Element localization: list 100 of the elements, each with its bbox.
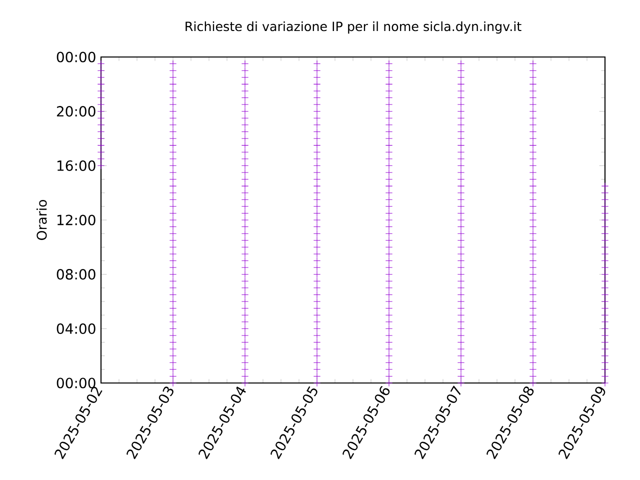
- point: [385, 332, 393, 340]
- point: [241, 80, 249, 88]
- point: [169, 121, 177, 129]
- point: [601, 230, 609, 238]
- point: [385, 284, 393, 292]
- point: [313, 264, 321, 272]
- point: [169, 216, 177, 224]
- point: [97, 148, 105, 156]
- point: [529, 189, 537, 196]
- point: [385, 325, 393, 332]
- point: [241, 250, 249, 258]
- point: [601, 244, 609, 251]
- y-tick-label: 00:00: [56, 378, 96, 388]
- point: [313, 74, 321, 81]
- point: [601, 223, 609, 230]
- point: [457, 278, 465, 285]
- point: [601, 332, 609, 340]
- point: [169, 87, 177, 95]
- y-tick-label: 04:00: [56, 323, 96, 334]
- point: [529, 210, 537, 217]
- point: [457, 121, 465, 129]
- point: [241, 345, 249, 353]
- point: [241, 257, 249, 264]
- point: [529, 121, 537, 129]
- point: [385, 94, 393, 102]
- point: [169, 74, 177, 81]
- point: [97, 94, 105, 102]
- point: [457, 304, 465, 312]
- point: [601, 291, 609, 298]
- point: [529, 134, 537, 142]
- point: [313, 176, 321, 183]
- point: [529, 352, 537, 360]
- point: [169, 359, 177, 366]
- point: [241, 244, 249, 251]
- point: [457, 202, 465, 210]
- point: [385, 257, 393, 264]
- point: [529, 270, 537, 278]
- point: [457, 142, 465, 149]
- point: [241, 196, 249, 204]
- point: [457, 168, 465, 176]
- point: [385, 244, 393, 251]
- point: [313, 121, 321, 129]
- point: [241, 236, 249, 244]
- point: [169, 100, 177, 108]
- point: [241, 134, 249, 142]
- point: [313, 366, 321, 374]
- point: [97, 128, 105, 136]
- point: [241, 284, 249, 292]
- point: [241, 230, 249, 238]
- point: [385, 372, 393, 380]
- point: [241, 379, 249, 387]
- point: [169, 372, 177, 380]
- point: [529, 182, 537, 190]
- y-tick-label: 00:00: [56, 52, 96, 62]
- point: [457, 87, 465, 95]
- point: [385, 311, 393, 319]
- point: [529, 87, 537, 95]
- point: [241, 60, 249, 68]
- point: [385, 80, 393, 88]
- point: [457, 66, 465, 74]
- point: [529, 128, 537, 136]
- point: [241, 176, 249, 183]
- point: [97, 162, 105, 170]
- point: [385, 196, 393, 204]
- point: [313, 236, 321, 244]
- point: [529, 278, 537, 285]
- point: [169, 189, 177, 196]
- y-axis-title: Orario: [36, 200, 47, 240]
- point: [457, 298, 465, 306]
- point: [313, 155, 321, 162]
- point: [601, 359, 609, 366]
- point: [241, 128, 249, 136]
- point: [241, 155, 249, 162]
- point: [529, 66, 537, 74]
- point: [169, 325, 177, 332]
- point: [385, 264, 393, 272]
- point: [241, 114, 249, 122]
- chart-title: Richieste di variazione IP per il nome sicla.dyn.ingv.it: [186, 21, 522, 34]
- point: [313, 182, 321, 190]
- point: [313, 325, 321, 332]
- point: [313, 60, 321, 68]
- point: [169, 196, 177, 204]
- point: [385, 60, 393, 68]
- point: [529, 162, 537, 170]
- point: [385, 366, 393, 374]
- point: [97, 121, 105, 129]
- point: [241, 142, 249, 149]
- point: [169, 338, 177, 346]
- point: [313, 134, 321, 142]
- point: [169, 304, 177, 312]
- point: [385, 379, 393, 387]
- point: [601, 250, 609, 258]
- point: [241, 66, 249, 74]
- point: [529, 372, 537, 380]
- point: [97, 134, 105, 142]
- point: [457, 366, 465, 374]
- point: [169, 230, 177, 238]
- point: [529, 366, 537, 374]
- point: [169, 66, 177, 74]
- point: [313, 223, 321, 230]
